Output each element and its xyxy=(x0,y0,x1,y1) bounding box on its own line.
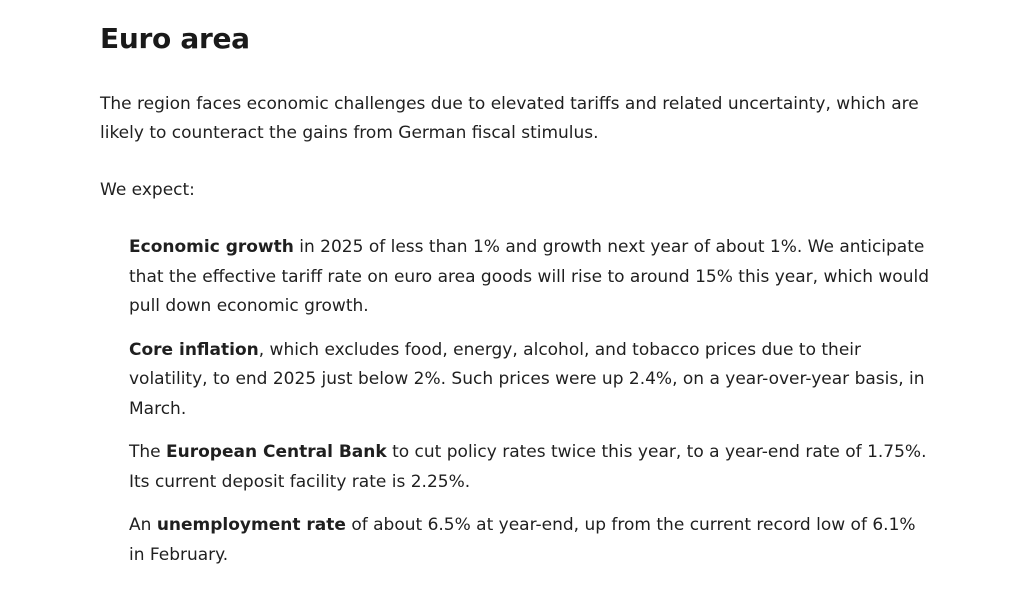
forecast-item-term: Economic growth xyxy=(129,237,294,257)
forecast-item-term: European Central Bank xyxy=(166,442,387,462)
forecast-item-text: , which excludes food, energy, alcohol, … xyxy=(129,339,925,419)
forecast-item-term: Core inflation xyxy=(129,339,259,360)
forecast-item-text: of about 6.5% at year-end, up from the c… xyxy=(129,515,916,565)
forecast-item-prefix: The xyxy=(129,442,167,462)
intro-paragraph: The region faces economic challenges due… xyxy=(100,94,919,143)
article: Euro area The region faces economic chal… xyxy=(100,20,930,584)
expect-label: We expect: xyxy=(100,180,195,200)
forecast-item-unemployment: An unemployment rate of about 6.5% at ye… xyxy=(129,511,929,570)
forecast-item-economic-growth: Economic growth in 2025 of less than 1% … xyxy=(129,233,929,322)
section-heading: Euro area xyxy=(100,22,250,55)
forecast-item-text: to cut policy rates twice this year, to … xyxy=(129,442,927,492)
forecast-list: Economic growth in 2025 of less than 1% … xyxy=(129,233,929,570)
forecast-item-ecb-rates: The European Central Bank to cut policy … xyxy=(129,438,929,497)
forecast-item-text: in 2025 of less than 1% and growth next … xyxy=(129,237,929,316)
forecast-item-prefix: An xyxy=(129,515,157,535)
forecast-item-core-inflation: Core inflation, which excludes food, ene… xyxy=(129,336,929,425)
forecast-item-term: unemployment rate xyxy=(156,515,346,535)
